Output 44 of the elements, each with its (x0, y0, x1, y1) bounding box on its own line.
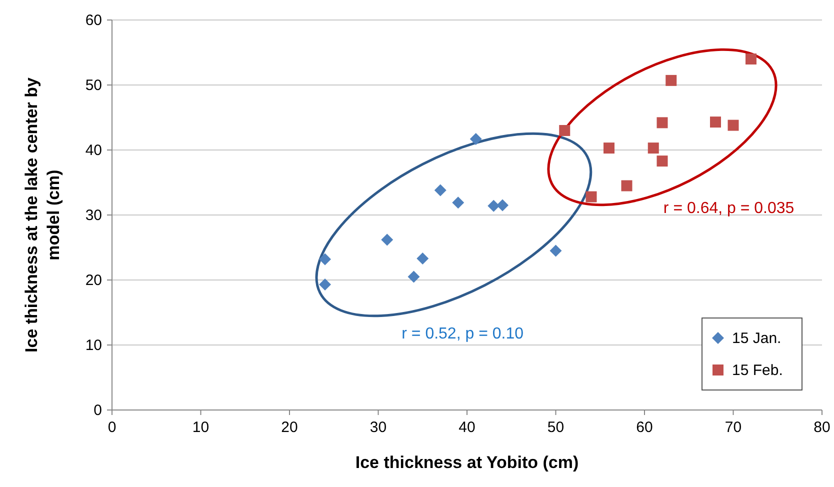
y-tick-label: 20 (85, 272, 102, 289)
y-tick-label: 50 (85, 77, 102, 94)
point (496, 199, 508, 212)
x-tick-label: 80 (814, 419, 830, 436)
annotation: r = 0.52, p = 0.10 (402, 326, 524, 342)
point (656, 117, 668, 128)
point (586, 191, 597, 202)
point (559, 125, 570, 136)
x-tick-label: 10 (192, 419, 210, 436)
x-tick-label: 60 (636, 419, 653, 436)
point (470, 132, 482, 145)
x-tick-label: 30 (370, 419, 387, 436)
x-axis-title: Ice thickness at Yobito (cm) (355, 453, 579, 472)
y-tick-label: 0 (94, 402, 102, 419)
point (710, 116, 721, 128)
point (381, 234, 394, 246)
point (656, 156, 668, 167)
x-tick-label: 20 (281, 419, 298, 436)
point (550, 244, 562, 257)
point (434, 184, 446, 196)
annotation: r = 0.64, p = 0.035 (663, 200, 794, 218)
y-tick-label: 60 (85, 12, 102, 29)
x-tick-label: 0 (108, 419, 116, 436)
x-tick-label: 40 (458, 419, 476, 436)
point (728, 120, 739, 131)
point (408, 270, 420, 283)
point (666, 74, 677, 86)
point (604, 142, 614, 154)
point (488, 200, 500, 212)
point (319, 253, 331, 266)
point (621, 180, 632, 192)
x-tick-label: 50 (547, 419, 564, 436)
y-tick-label: 10 (85, 337, 102, 354)
y-tick-label: 30 (85, 207, 102, 224)
point (746, 54, 756, 64)
point (319, 278, 331, 291)
y-tick-label: 40 (85, 142, 102, 159)
point (648, 142, 659, 154)
point (416, 252, 429, 265)
legend-label: 15 Feb. (732, 362, 783, 379)
point (452, 196, 464, 209)
legend-label: 15 Jan. (732, 330, 782, 347)
x-tick-label: 70 (724, 419, 742, 436)
y-axis-title: Ice thickness at the lake center by model (cm) (22, 76, 63, 352)
